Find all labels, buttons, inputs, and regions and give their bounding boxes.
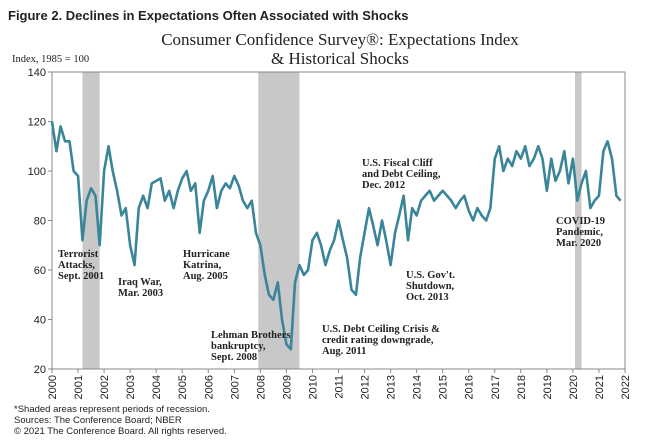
annotation-line: U.S. Fiscal Cliff (362, 158, 433, 169)
y-tick-label: 20 (34, 364, 46, 376)
annotation-line: Mar. 2003 (118, 288, 163, 299)
annotation-line: Mar. 2020 (556, 238, 601, 249)
x-tick-label: 2017 (490, 375, 502, 399)
x-tick-label: 2015 (438, 375, 450, 399)
annotation: COVID-19 Pandemic, Mar. 2020 (556, 216, 605, 249)
annotation: U.S. Fiscal Cliff and Debt Ceiling, Dec. 2… (362, 158, 441, 191)
x-tick-label: 2020 (568, 375, 580, 399)
annotation-line: Sept. 2001 (58, 271, 104, 282)
chart-title: & Historical Shocks (271, 49, 409, 68)
x-tick-label: 2016 (464, 375, 476, 399)
x-tick-label: 2022 (620, 375, 632, 399)
x-tick-label: 2006 (203, 375, 215, 399)
x-tick-label: 2008 (255, 375, 267, 399)
x-tick-label: 2001 (73, 375, 85, 399)
x-tick-label: 2005 (177, 375, 189, 399)
annotation: Terrorist Attacks, Sept. 2001 (58, 249, 104, 282)
annotation: Lehman Brothers bankruptcy, Sept. 2008 (211, 330, 290, 363)
x-tick-label: 2009 (281, 375, 293, 399)
annotation-line: Terrorist (58, 249, 99, 260)
y-tick-label: 120 (28, 117, 46, 129)
annotation-line: U.S. Gov't. (406, 270, 455, 281)
y-axis-label: Index, 1985 = 100 (12, 54, 89, 65)
x-tick-label: 2003 (125, 375, 137, 399)
annotation: U.S. Debt Ceiling Crisis & credit rating … (322, 324, 440, 357)
annotation-line: Lehman Brothers (211, 330, 290, 341)
y-tick-label: 140 (28, 67, 46, 79)
x-tick-label: 2014 (412, 375, 424, 399)
footnote: Sources: The Conference Board; NBER (14, 415, 182, 426)
figure-label: Figure 2. Declines in Expectations Often… (8, 8, 408, 23)
y-tick-label: 100 (28, 166, 46, 178)
recession-band (574, 72, 582, 369)
x-tick-label: 2012 (360, 375, 372, 399)
annotation-line: Hurricane (183, 249, 230, 260)
x-tick-label: 2000 (47, 375, 59, 399)
annotation-line: Pandemic, (556, 227, 603, 238)
annotation-line: Aug. 2011 (322, 346, 366, 357)
annotation-line: credit rating downgrade, (322, 335, 434, 346)
x-tick-label: 2011 (334, 375, 346, 399)
x-tick-label: 2002 (99, 375, 111, 399)
x-tick-label: 2004 (151, 375, 163, 399)
y-tick-label: 60 (34, 265, 46, 277)
footnote: © 2021 The Conference Board. All rights … (14, 426, 227, 437)
annotation-line: Aug. 2005 (183, 271, 228, 282)
x-tick-label: 2021 (594, 375, 606, 399)
data-line (50, 121, 622, 351)
annotation-line: Dec. 2012 (362, 180, 405, 191)
annotation-line: Sept. 2008 (211, 352, 257, 363)
x-tick-label: 2007 (229, 375, 241, 399)
annotation-line: Iraq War, (118, 277, 162, 288)
annotation-line: Attacks, (58, 260, 95, 271)
annotation: Iraq War, Mar. 2003 (118, 277, 163, 299)
footnote: *Shaded areas represent periods of reces… (14, 404, 210, 415)
y-tick-label: 80 (34, 216, 46, 228)
recession-band (82, 72, 100, 369)
x-tick-label: 2010 (307, 375, 319, 399)
annotation-line: and Debt Ceiling, (362, 169, 441, 180)
annotation-line: COVID-19 (556, 216, 605, 227)
annotation-line: U.S. Debt Ceiling Crisis & (322, 324, 440, 335)
annotation-line: Shutdown, (406, 281, 455, 292)
y-tick-label: 40 (34, 315, 46, 327)
annotation: U.S. Gov't. Shutdown, Oct. 2013 (406, 270, 455, 303)
chart-title: Consumer Confidence Survey®: Expectation… (161, 30, 519, 49)
annotation-line: bankruptcy, (211, 341, 266, 352)
annotation: Hurricane Katrina, Aug. 2005 (183, 249, 230, 282)
annotation-line: Oct. 2013 (406, 292, 449, 303)
annotation-line: Katrina, (183, 260, 222, 271)
x-tick-label: 2018 (516, 375, 528, 399)
x-tick-label: 2019 (542, 375, 554, 399)
x-tick-label: 2013 (386, 375, 398, 399)
